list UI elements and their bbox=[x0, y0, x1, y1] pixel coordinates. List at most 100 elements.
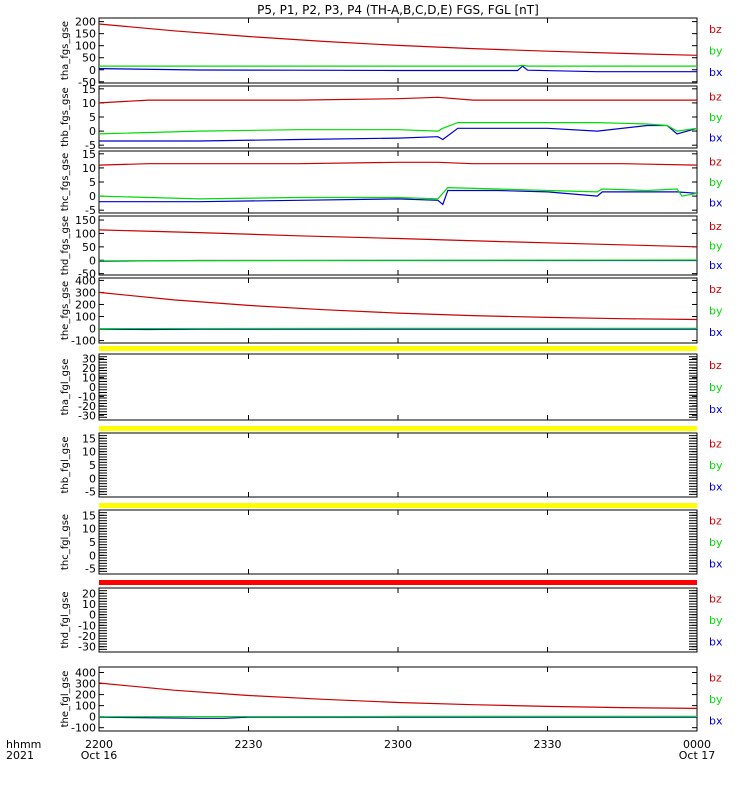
thc_fgs_gse-series-by bbox=[98, 186, 698, 200]
the_fgs_gse-legend-bz: bz bbox=[709, 283, 722, 296]
the_fgl_gse-legend-by: by bbox=[709, 693, 723, 706]
thc_fgl_gse-ytick-label: 5 bbox=[89, 536, 96, 549]
thd_fgl_gse-ytick-label: 20 bbox=[82, 587, 96, 600]
tha_fgl_gse-ytick-label: 20 bbox=[82, 362, 96, 375]
tha_fgs_gse-series-by bbox=[99, 64, 697, 67]
the_fgs_gse-ytick-label: 100 bbox=[75, 311, 96, 324]
thc_fgs_gse-legend-by: by bbox=[709, 176, 723, 189]
thd_fgl_gse-legend-by: by bbox=[709, 614, 723, 627]
thd_fgs_gse-series-by bbox=[98, 259, 698, 262]
thd_fgs_gse-legend-bz: bz bbox=[709, 220, 722, 233]
thc_fgl_gse-ylabel: thc_fgl_gse bbox=[60, 514, 71, 570]
thb_fgs_gse-legend-bx: bx bbox=[709, 132, 723, 145]
thc_fgl_gse-legend-bx: bx bbox=[709, 557, 723, 570]
thb_fgl_gse-legend-bz: bz bbox=[709, 438, 722, 451]
thd_fgs_gse-series-bz bbox=[98, 229, 698, 248]
tha_fgs_gse-legend-bx: bx bbox=[709, 66, 723, 79]
the_fgl_gse-ytick-label: 200 bbox=[75, 689, 96, 702]
tha_fgs_gse-legend-bz: bz bbox=[709, 23, 722, 36]
thd_fgs_gse-ytick-label: 0 bbox=[89, 254, 96, 267]
thb_fgs_gse-legend-by: by bbox=[709, 111, 723, 124]
thb_fgl_gse-frame bbox=[98, 432, 698, 498]
thd_fgs_gse-legend-by: by bbox=[709, 240, 723, 253]
tha_fgs_gse-frame bbox=[98, 17, 698, 84]
the_fgl_gse-ytick-label: -100 bbox=[71, 722, 96, 735]
tha_fgl_gse-ytick-label: 30 bbox=[82, 353, 96, 366]
tha_fgl_gse-legend-bx: bx bbox=[709, 403, 723, 416]
thc_fgs_gse-ytick-label: 5 bbox=[89, 176, 96, 189]
tha_fgs_gse-ytick-label: 0 bbox=[89, 64, 96, 77]
tha_fgl_gse-legend-bz: bz bbox=[709, 359, 722, 372]
the_fgl_gse-ytick-label: 100 bbox=[75, 700, 96, 713]
thd_fgl_gse-ytick-label: -20 bbox=[78, 630, 96, 643]
x-tick-label: 2230 bbox=[235, 738, 263, 751]
tha_fgl_gse-ytick-label: -10 bbox=[78, 390, 96, 403]
thc_fgl_gse-ytick-label: 15 bbox=[82, 509, 96, 522]
thb_fgs_gse-series-by bbox=[98, 121, 698, 135]
tha_fgl_gse-ytick-label: 0 bbox=[89, 381, 96, 394]
the_fgs_gse-ytick-label: -100 bbox=[71, 335, 96, 348]
the_fgs_gse-legend-bx: bx bbox=[709, 326, 723, 339]
thb_fgs_gse-series-bz bbox=[98, 96, 697, 104]
thb_fgs_gse-ytick-label: 15 bbox=[82, 83, 96, 96]
thb_fgl_gse-ytick-label: 5 bbox=[89, 459, 96, 472]
thd_fgl_gse-ytick-label: 10 bbox=[82, 598, 96, 611]
tha_fgl_gse-ytick-label: -20 bbox=[78, 400, 96, 413]
thc_fgl_gse-legend-bz: bz bbox=[709, 515, 722, 528]
tha_fgl_gse-flag-bar bbox=[99, 346, 697, 351]
thc_fgs_gse-series-bx bbox=[99, 189, 698, 206]
thc_fgl_gse-ytick-label: 0 bbox=[89, 549, 96, 562]
tha_fgl_gse-ytick-label: 10 bbox=[82, 372, 96, 385]
thd_fgs_gse-ylabel: thd_fgs_gse bbox=[60, 216, 71, 275]
thc_fgs_gse-ytick-label: 0 bbox=[89, 190, 96, 203]
thb_fgs_gse-ytick-label: 0 bbox=[89, 125, 96, 138]
thc_fgs_gse-ytick-label: 15 bbox=[82, 148, 96, 161]
thd_fgs_gse-ytick-label: -50 bbox=[78, 268, 96, 281]
the_fgs_gse-series-bz bbox=[98, 291, 698, 321]
chart-title: P5, P1, P2, P3, P4 (TH-A,B,C,D,E) FGS, F… bbox=[257, 3, 539, 17]
thd_fgl_gse-ylabel: thd_fgl_gse bbox=[60, 592, 71, 649]
x-tick-label: 2200 bbox=[85, 738, 113, 751]
thb_fgl_gse-legend-by: by bbox=[709, 459, 723, 472]
thc_fgs_gse-series-bz bbox=[98, 161, 698, 166]
thd_fgl_gse-legend-bx: bx bbox=[709, 635, 723, 648]
the_fgs_gse-ytick-label: 400 bbox=[75, 274, 96, 287]
thb_fgl_gse-ylabel: thb_fgl_gse bbox=[60, 437, 71, 494]
thc_fgs_gse-ylabel: thc_fgs_gse bbox=[60, 153, 71, 212]
thb_fgs_gse-ytick-label: -5 bbox=[85, 139, 96, 152]
x-tick-label: 2330 bbox=[534, 738, 562, 751]
tha_fgs_gse-series-bz bbox=[98, 23, 698, 56]
thb_fgl_gse-ytick-label: -5 bbox=[85, 486, 96, 499]
thc_fgl_gse-legend-by: by bbox=[709, 536, 723, 549]
thd_fgs_gse-ytick-label: 150 bbox=[75, 214, 96, 227]
thd_fgl_gse-frame bbox=[98, 587, 698, 653]
x-tick-date: Oct 16 bbox=[81, 749, 118, 762]
the_fgl_gse-ytick-label: 300 bbox=[75, 678, 96, 691]
thd_fgs_gse-legend-bx: bx bbox=[709, 259, 723, 272]
time-row2-label: 2021 bbox=[6, 749, 34, 762]
the_fgl_gse-ylabel: the_fgl_gse bbox=[60, 671, 71, 728]
tha_fgs_gse-legend-by: by bbox=[709, 45, 723, 58]
thb_fgs_gse-ytick-label: 5 bbox=[89, 111, 96, 124]
tha_fgs_gse-ylabel: tha_fgs_gse bbox=[60, 21, 71, 80]
tha_fgl_gse-ytick-label: -30 bbox=[78, 409, 96, 422]
tha_fgl_gse-legend-by: by bbox=[709, 381, 723, 394]
the_fgs_gse-ytick-label: 200 bbox=[75, 298, 96, 311]
thb_fgs_gse-legend-bz: bz bbox=[709, 90, 722, 103]
thc_fgs_gse-ytick-label: 10 bbox=[82, 162, 96, 175]
thd_fgs_gse-ytick-label: 50 bbox=[82, 241, 96, 254]
tha_fgs_gse-series-bx bbox=[98, 65, 697, 73]
thc_fgl_gse-ytick-label: -5 bbox=[85, 563, 96, 576]
thc_fgs_gse-legend-bx: bx bbox=[709, 197, 723, 210]
thd_fgl_gse-ytick-label: 0 bbox=[89, 609, 96, 622]
